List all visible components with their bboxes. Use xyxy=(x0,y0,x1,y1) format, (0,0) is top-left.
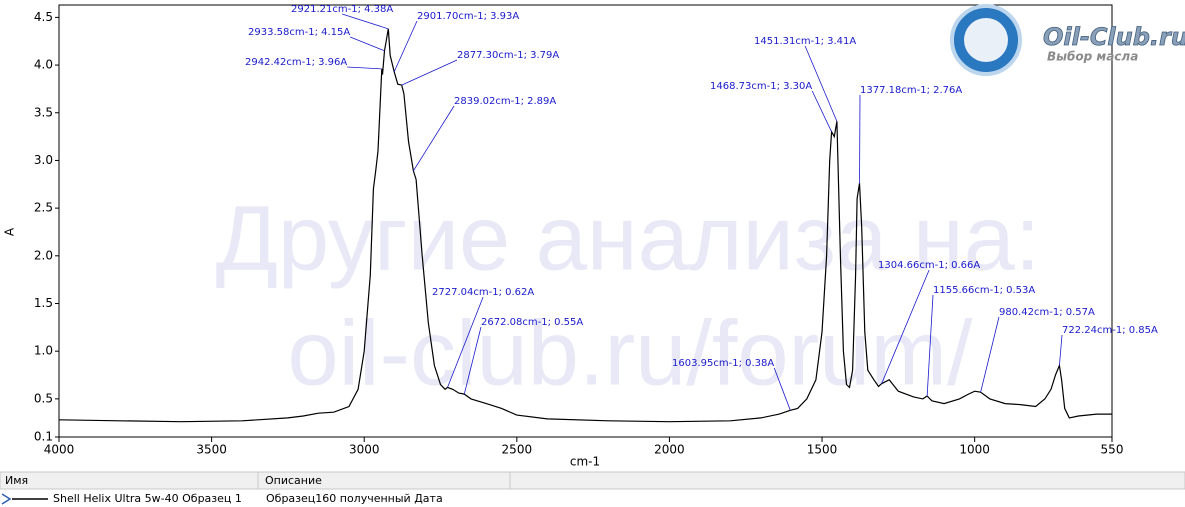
peak-leader xyxy=(413,105,455,172)
peak-leader xyxy=(401,59,458,86)
table-header-cell: Имя xyxy=(5,474,28,487)
peak-label: 2942.42cm-1; 3.96A xyxy=(245,57,347,68)
plot-frame xyxy=(58,4,1113,438)
watermark: Другие анализа на: oil-club.ru/forum/ xyxy=(216,187,1041,404)
peak-leader xyxy=(447,296,484,388)
logo-title: Oil-Club.ru xyxy=(1043,23,1185,51)
x-tick-label: 2500 xyxy=(502,443,533,457)
peak-label: 1155.66cm-1; 0.53A xyxy=(933,285,1035,296)
peak-leader xyxy=(347,66,382,70)
y-tick-label: 4.0 xyxy=(34,58,53,72)
watermark-line: Другие анализа на: xyxy=(216,187,1041,289)
peak-leader xyxy=(811,90,832,133)
peak-leader xyxy=(881,269,930,384)
peak-label: 980.42cm-1; 0.57A xyxy=(999,307,1095,318)
peak-leader xyxy=(773,367,791,411)
x-tick-label: 1500 xyxy=(807,443,838,457)
table-header xyxy=(0,471,1185,490)
peak-label: 1377.18cm-1; 2.76A xyxy=(860,85,962,96)
y-tick-label: 3.5 xyxy=(34,105,53,119)
x-tick-label: 3500 xyxy=(196,443,227,457)
y-tick-label: 0.5 xyxy=(34,391,53,405)
y-tick-label: 3.0 xyxy=(34,153,53,167)
peak-leader xyxy=(1059,334,1063,366)
legend-table: Имя Описание Shell Helix Ultra 5w-40 Обр… xyxy=(0,471,1185,505)
peak-leader xyxy=(341,13,389,30)
y-tick-label: 2.5 xyxy=(34,201,53,215)
y-axis-label: A xyxy=(3,227,17,236)
legend-entry[interactable]: Shell Helix Ultra 5w-40 Образец 1 xyxy=(53,492,242,505)
peak-label: 2672.08cm-1; 0.55A xyxy=(481,317,583,328)
y-tick-label: 1.0 xyxy=(34,344,53,358)
x-tick-label: 550 xyxy=(1101,443,1124,457)
logo: Oil-Club.ru Выбор масла xyxy=(950,4,1185,76)
x-tick-label: 2000 xyxy=(654,443,685,457)
peak-label: 2901.70cm-1; 3.93A xyxy=(417,11,519,22)
y-tick-label: 2.0 xyxy=(34,248,53,262)
peak-leader xyxy=(463,326,482,395)
y-tick-label: 4.5 xyxy=(34,10,53,24)
peak-leader xyxy=(926,294,934,397)
y-tick-label: 1.5 xyxy=(34,296,53,310)
peak-label: 2921.21cm-1; 4.38A xyxy=(291,4,393,15)
peak-label: 722.24cm-1; 0.85A xyxy=(1062,325,1158,336)
x-tick-label: 1000 xyxy=(959,443,990,457)
table-cell: Образец160 полученный Дата xyxy=(266,492,443,505)
peak-leader xyxy=(804,45,838,122)
peak-label: 2933.58cm-1; 4.15A xyxy=(248,27,350,38)
table-header-cell: Описание xyxy=(265,474,322,487)
logo-icon xyxy=(964,18,1008,62)
x-tick-label: 3000 xyxy=(349,443,380,457)
peak-leader xyxy=(393,20,418,72)
watermark-line: oil-club.ru/forum/ xyxy=(287,302,973,404)
y-tick-label: 0.1 xyxy=(34,430,53,444)
row-arrow[interactable] xyxy=(1,493,12,505)
peak-label: 1468.73cm-1; 3.30A xyxy=(710,81,812,92)
peak-label: 1304.66cm-1; 0.66A xyxy=(878,260,980,271)
peak-label: 1451.31cm-1; 3.41A xyxy=(754,36,856,47)
x-axis-label: cm-1 xyxy=(570,455,600,469)
peak-leader xyxy=(980,316,1000,393)
peak-leader xyxy=(350,36,385,52)
spectrum-line xyxy=(58,28,1112,423)
x-tick-label: 4000 xyxy=(44,443,75,457)
peak-label: 2839.02cm-1; 2.89A xyxy=(454,96,556,107)
peak-label: 1603.95cm-1; 0.38A xyxy=(672,358,774,369)
peak-label: 2877.30cm-1; 3.79A xyxy=(457,50,559,61)
peak-label: 2727.04cm-1; 0.62A xyxy=(432,287,534,298)
logo-subtitle: Выбор масла xyxy=(1047,50,1138,64)
